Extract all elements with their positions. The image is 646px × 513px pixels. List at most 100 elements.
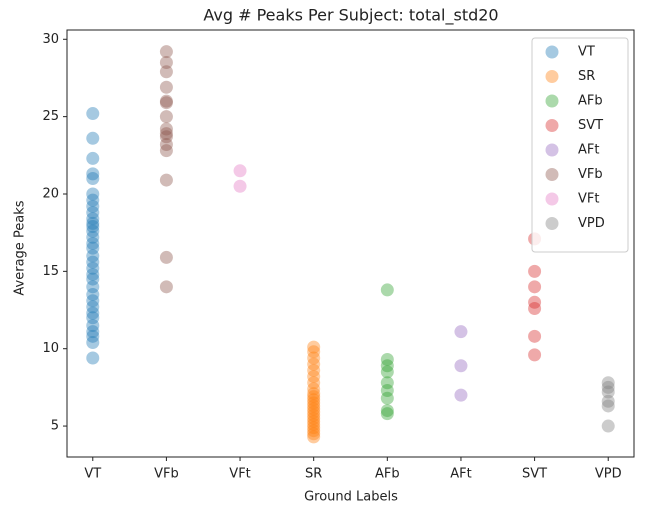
point [380,365,394,379]
legend-marker [545,70,559,83]
legend-label: VPD [578,216,605,231]
point [86,249,100,263]
point [601,376,615,390]
point [307,396,321,410]
point [528,329,542,343]
point [233,179,247,193]
point [307,357,321,371]
point [307,405,321,419]
point [86,306,100,320]
point [528,295,542,309]
point [307,393,321,407]
point [86,261,100,275]
x-tick-label: VT [84,467,101,482]
point [86,199,100,213]
point [86,318,100,332]
point [307,382,321,396]
point [307,345,321,359]
point [159,144,173,158]
point [307,390,321,404]
legend-marker [545,143,559,157]
plot-frame [66,29,635,458]
legend-marker [545,119,559,132]
x-axis-label: Ground Labels [304,490,398,505]
point [159,55,173,69]
point [86,329,100,343]
point [528,348,542,362]
point [601,385,615,399]
point [307,411,321,425]
point [380,407,394,421]
y-tick-label: 25 [42,109,59,124]
point [159,173,173,187]
x-tick-label: VFb [154,467,179,482]
point [307,387,321,401]
x-tick-label: SR [305,467,322,482]
point [86,294,100,308]
point [86,267,100,281]
point [86,212,100,226]
point [159,250,173,264]
legend-label: VFb [578,167,603,182]
point [86,272,100,286]
x-tick-label: VFt [229,467,250,482]
point [380,359,394,373]
chart-title: Avg # Peaks Per Subject: total_std20 [203,6,498,26]
point [159,122,173,136]
point [86,300,100,314]
point [159,94,173,108]
x-tick-label: VPD [595,467,622,482]
point [159,65,173,79]
point [86,325,100,339]
point [159,110,173,124]
point [86,224,100,238]
point [307,340,321,354]
point [528,301,542,315]
point [307,376,321,390]
legend-marker [545,94,559,108]
point [86,187,100,201]
point [233,164,247,178]
legend-label: VFt [578,192,599,207]
point [380,376,394,390]
point [307,363,321,377]
point [601,380,615,394]
legend-label: SR [578,69,595,84]
point [307,408,321,422]
legend-label: AFb [578,94,603,109]
point [380,383,394,397]
x-tick-label: AFb [375,467,400,482]
legend-marker [545,168,559,181]
point [86,280,100,294]
legend-box [531,37,629,253]
point [86,237,100,250]
point [307,414,321,428]
point [307,399,321,413]
point [454,388,468,402]
point [86,255,100,269]
point [307,430,321,444]
point [307,370,321,384]
point [159,130,173,144]
legend-marker [545,192,559,206]
legend-label: AFt [578,143,599,158]
point [380,353,394,367]
point [86,107,100,121]
point [86,241,100,255]
y-tick-label: 20 [42,186,59,201]
point [528,264,542,278]
y-tick-label: 5 [51,419,59,434]
point [601,399,615,413]
legend-label: VT [578,45,595,60]
point [380,404,394,418]
legend-marker [545,45,559,59]
point [528,280,542,294]
point [601,394,615,408]
y-tick-label: 30 [42,32,59,47]
point [86,219,100,233]
point [86,336,100,350]
point [86,193,100,207]
point [86,351,100,365]
legend-label: SVT [578,118,603,133]
